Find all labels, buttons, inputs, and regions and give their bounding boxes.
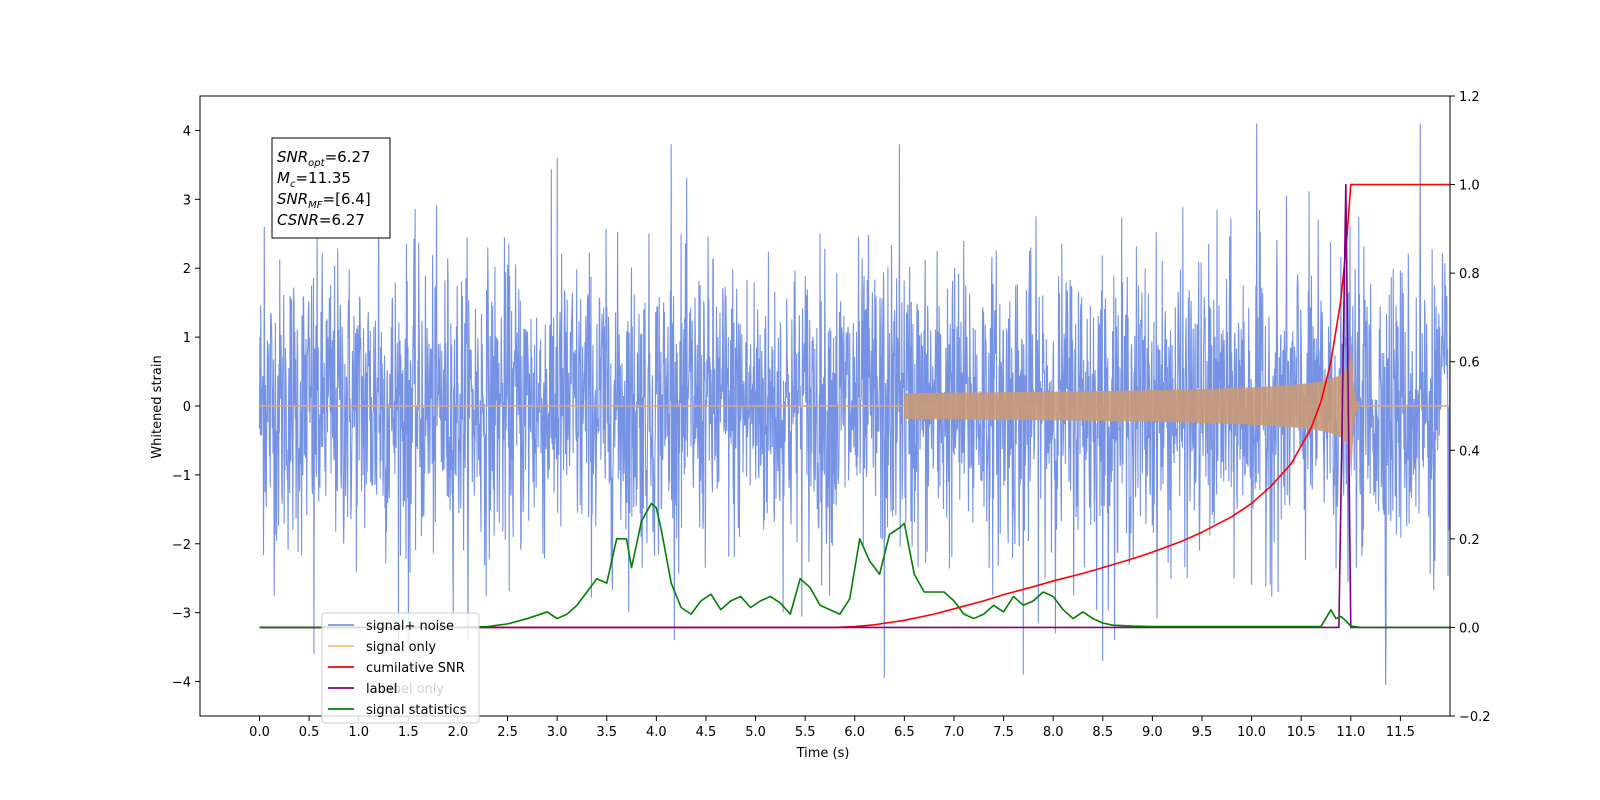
stats-value: =11.35 bbox=[295, 169, 351, 187]
x-tick-label: 3.5 bbox=[596, 725, 617, 740]
legend-frame bbox=[321, 612, 480, 724]
legend-hidden-entry: label only bbox=[381, 682, 444, 697]
stats-line: Mc=11.35 bbox=[277, 169, 351, 190]
series-signal-plus-noise bbox=[258, 123, 1451, 686]
x-tick-label: 1.5 bbox=[398, 725, 419, 740]
stats-line: CSNR=6.27 bbox=[277, 211, 365, 229]
y-right-tick-label: −0.2 bbox=[1459, 710, 1491, 725]
legend-label: cumilative SNR bbox=[366, 661, 465, 676]
stats-symbol: SNR bbox=[277, 148, 308, 166]
x-axis: 0.0 0.5 1.0 1.5 2.0 2.5 3.0 3.5 4.0 4.5 5.0 5.5 6.0 6… bbox=[249, 716, 1415, 740]
x-tick-label: 8.5 bbox=[1092, 725, 1113, 740]
y-axis-right: 1.2 1.0 0.8 0.6 0.4 0.2 0.0 −0.2 bbox=[1450, 90, 1491, 725]
x-tick-label: 10.5 bbox=[1287, 725, 1316, 740]
x-tick-label: 1.0 bbox=[348, 725, 369, 740]
stats-subscript: c bbox=[290, 179, 296, 190]
x-tick-label: 7.0 bbox=[944, 725, 965, 740]
x-tick-label: 11.0 bbox=[1336, 725, 1365, 740]
plot-area bbox=[258, 123, 1451, 686]
stats-subscript: opt bbox=[308, 158, 325, 169]
y-left-tick-label: −3 bbox=[172, 607, 191, 622]
y-right-tick-label: 1.0 bbox=[1459, 179, 1480, 194]
stats-box-frame bbox=[271, 137, 391, 239]
y-left-tick-label: 1 bbox=[183, 331, 191, 346]
x-axis-label: Time (s) bbox=[796, 746, 850, 761]
x-tick-label: 9.5 bbox=[1192, 725, 1213, 740]
signal-statistics-line bbox=[259, 502, 1450, 629]
y-left-tick-label: 4 bbox=[183, 124, 191, 139]
x-tick-label: 0.5 bbox=[299, 725, 320, 740]
stats-line: SNRMF=[6.4] bbox=[277, 190, 371, 211]
x-tick-label: 2.5 bbox=[497, 725, 518, 740]
y-left-tick-label: −2 bbox=[172, 538, 191, 553]
legend-label: label bbox=[366, 682, 397, 697]
x-tick-label: 5.0 bbox=[745, 725, 766, 740]
stats-symbol: M bbox=[277, 169, 290, 187]
legend: label only signal+ noise signal only cumila… bbox=[321, 612, 480, 724]
series-cumilative-snr bbox=[259, 183, 1450, 629]
series-signal-statistics bbox=[259, 502, 1450, 629]
legend-label: signal statistics bbox=[366, 703, 467, 718]
x-tick-label: 6.0 bbox=[844, 725, 865, 740]
x-tick-label: 5.5 bbox=[795, 725, 816, 740]
y-left-tick-label: 2 bbox=[183, 262, 191, 277]
stats-line: SNRopt=6.27 bbox=[277, 148, 371, 169]
y-left-tick-label: −4 bbox=[172, 676, 191, 691]
x-tick-label: 8.0 bbox=[1043, 725, 1064, 740]
stats-value: =6.27 bbox=[319, 211, 365, 229]
signal-only-chirp bbox=[904, 336, 1361, 476]
x-tick-label: 11.5 bbox=[1386, 725, 1415, 740]
y-right-tick-label: 0.2 bbox=[1459, 533, 1480, 548]
y-right-tick-label: 0.8 bbox=[1459, 267, 1480, 282]
x-tick-label: 3.0 bbox=[547, 725, 568, 740]
x-tick-label: 6.5 bbox=[894, 725, 915, 740]
x-tick-label: 4.5 bbox=[696, 725, 717, 740]
series-signal-only bbox=[259, 336, 1450, 476]
x-tick-label: 10.0 bbox=[1237, 725, 1266, 740]
stats-value: =[6.4] bbox=[323, 190, 371, 208]
y-axis-label: Whitened strain bbox=[150, 355, 165, 458]
y-right-tick-label: 1.2 bbox=[1459, 90, 1480, 105]
legend-label: signal only bbox=[366, 640, 436, 655]
stats-value: =6.27 bbox=[325, 148, 371, 166]
y-axis-left: 4 3 2 1 0 −1 −2 −3 −4 bbox=[172, 124, 200, 691]
x-tick-label: 2.0 bbox=[448, 725, 469, 740]
x-tick-label: 4.0 bbox=[646, 725, 667, 740]
x-tick-label: 0.0 bbox=[249, 725, 270, 740]
y-right-tick-label: 0.4 bbox=[1459, 444, 1480, 459]
y-left-tick-label: 3 bbox=[183, 193, 191, 208]
y-right-tick-label: 0.6 bbox=[1459, 356, 1480, 371]
signal-plus-noise-line bbox=[258, 123, 1451, 686]
cumilative-snr-line bbox=[259, 183, 1450, 629]
stats-symbol: CSNR bbox=[277, 211, 319, 229]
stats-symbol: SNR bbox=[277, 190, 308, 208]
legend-label: signal+ noise bbox=[366, 619, 454, 634]
y-left-tick-label: −1 bbox=[172, 469, 191, 484]
x-tick-label: 7.5 bbox=[993, 725, 1014, 740]
y-right-tick-label: 0.0 bbox=[1459, 621, 1480, 636]
y-left-tick-label: 0 bbox=[183, 400, 191, 415]
x-tick-label: 9.0 bbox=[1142, 725, 1163, 740]
stats-subscript: MF bbox=[308, 200, 323, 211]
